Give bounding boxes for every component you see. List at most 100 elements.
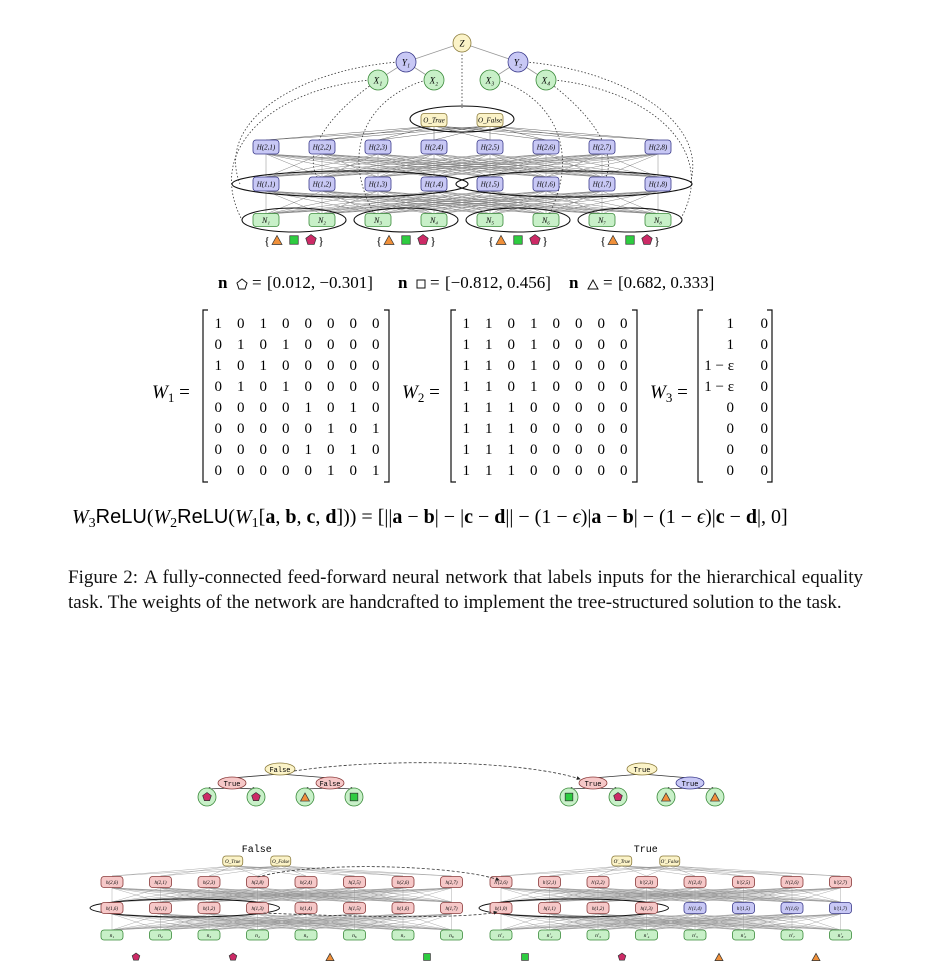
matrix-cell: 0 xyxy=(727,421,735,437)
net-input-node-box xyxy=(343,929,366,941)
edge-line xyxy=(500,913,550,931)
edge-line xyxy=(111,887,210,903)
y-node xyxy=(395,51,417,73)
tree-interchange-arrow xyxy=(293,762,581,780)
weight-matrices: W1 = 1 0 1 0 0 0 0 00 1 0 1 0 0 0 01 0 1 0 0 0 0 00 1 0 1 0 0 0 00 0 0… xyxy=(152,309,773,483)
matrix-cell: 0 xyxy=(215,463,223,479)
matrix-cell: 0 xyxy=(237,421,245,437)
matrix-cell: 0 xyxy=(620,337,628,353)
net-input-node-box xyxy=(440,929,463,941)
net-output-node-box xyxy=(611,855,633,867)
net-output-node-label: O′_False xyxy=(661,860,680,865)
net-h1-node-box xyxy=(294,902,318,914)
edge-line xyxy=(354,887,452,903)
matrix-cell: 1 xyxy=(237,379,245,395)
net-h2-node-label: h′(2,4) xyxy=(688,881,702,886)
net-input-node-label: n₂ xyxy=(158,933,163,939)
matrix-cell: 1 xyxy=(485,358,493,374)
net-h1-node-box xyxy=(829,902,852,914)
matrix-left-bracket xyxy=(697,309,703,483)
h1-node-label: H(1,6) xyxy=(536,180,556,188)
square-icon xyxy=(625,235,635,245)
x-node xyxy=(367,69,389,91)
h1-node-label: H(1,2) xyxy=(312,180,332,188)
output-node-box xyxy=(420,113,448,127)
net-h1-node-label: h′(1,5) xyxy=(737,907,751,912)
matrix-cell: 0 xyxy=(508,337,516,353)
matrix-cell: 0 xyxy=(237,400,245,416)
n-triangle-eq: = xyxy=(603,273,613,292)
x-node-label: X₂ xyxy=(429,76,439,86)
top-network-nodes: Z Y₁ Y₂ X₁ X₂ X₃ X₄ O_True O_False H(2,1) H(2,2) H(… xyxy=(252,33,672,227)
net-h1-node-label: h(1,3) xyxy=(251,907,263,912)
matrix-cell: 0 xyxy=(327,316,335,332)
edge-line xyxy=(265,125,435,141)
matrix-right-bracket xyxy=(767,309,773,483)
net-h2-node-box xyxy=(586,876,610,888)
matrix-cell: 0 xyxy=(305,337,313,353)
edge-line xyxy=(257,913,452,931)
matrix-cell: 0 xyxy=(305,421,313,437)
triangle-icon xyxy=(271,234,283,245)
net-h2-node-box xyxy=(732,876,755,888)
net-input-node-label: n′₈ xyxy=(838,933,844,939)
matrix-cell: 0 xyxy=(598,442,606,458)
matrix-cell: 0 xyxy=(327,442,335,458)
embedding-definitions: n = [0.012, −0.301] n = [−0.812, 0.456] … xyxy=(218,273,714,292)
edge-line xyxy=(621,865,696,877)
edge-line xyxy=(377,153,659,178)
edge-line xyxy=(500,913,599,931)
matrix-cell: 0 xyxy=(575,379,583,395)
matrix-cell: 1 xyxy=(282,379,290,395)
net-h1-node-label: h(1,0) xyxy=(495,907,507,912)
matrix-cell: 0 xyxy=(620,400,628,416)
matrix-cell: 1 xyxy=(215,316,223,332)
h2-node-label: H(2,2) xyxy=(312,143,332,151)
tree-root-node xyxy=(264,762,296,776)
net-output-node-label: O′_True xyxy=(614,860,631,865)
edge-line xyxy=(500,913,647,931)
net-input-node-label: n₈ xyxy=(449,933,454,939)
edge-line xyxy=(280,865,452,877)
net-h1-node-box xyxy=(149,902,172,914)
h1-node-box xyxy=(252,176,280,192)
net-h1-node-label: h(1,1) xyxy=(154,907,166,912)
net-input-node-box xyxy=(149,929,172,941)
matrix-cell: 1 xyxy=(215,358,223,374)
edge-line xyxy=(621,865,744,877)
square-icon xyxy=(349,792,359,802)
matrix-cell: 0 xyxy=(727,400,735,416)
edge-line xyxy=(601,153,659,178)
net-input-node-box xyxy=(829,929,852,941)
y-node-label: Y₂ xyxy=(514,58,522,68)
matrix-cell: 1 xyxy=(530,316,538,332)
triangle-icon xyxy=(660,792,672,802)
matrix-cell: 0 xyxy=(761,400,769,416)
matrix-cell: 0 xyxy=(350,463,358,479)
tree-mid-node xyxy=(675,776,705,790)
edge-line xyxy=(500,887,841,903)
net-h1-node-label: h(1,2) xyxy=(203,907,215,912)
matrix-cell: 1 − ε xyxy=(704,358,734,374)
input-node-label: N₁ xyxy=(261,216,270,225)
matrix-cell: 0 xyxy=(305,358,313,374)
edge-line xyxy=(433,190,659,215)
x-node xyxy=(535,69,557,91)
matrix-cell: 0 xyxy=(761,379,769,395)
figure-caption: Figure 2: A fully-connected feed-forward … xyxy=(68,565,863,615)
edge-line xyxy=(265,153,603,178)
matrix-cell: 0 xyxy=(553,337,561,353)
edge-line xyxy=(694,913,841,931)
net-h2-node-label: h(2,6) xyxy=(106,881,118,886)
tree-mid-label: True xyxy=(682,781,699,789)
edge-line xyxy=(743,887,841,903)
edge-line xyxy=(111,913,258,931)
edge-line xyxy=(621,865,647,877)
edge-line xyxy=(208,887,452,903)
pentagon-icon xyxy=(417,234,429,245)
matrix-cell: 0 xyxy=(260,463,268,479)
edge-line xyxy=(265,153,323,178)
edge-line xyxy=(160,887,452,903)
net-input-node-box xyxy=(100,929,124,941)
matrix-cell: 0 xyxy=(372,379,380,395)
